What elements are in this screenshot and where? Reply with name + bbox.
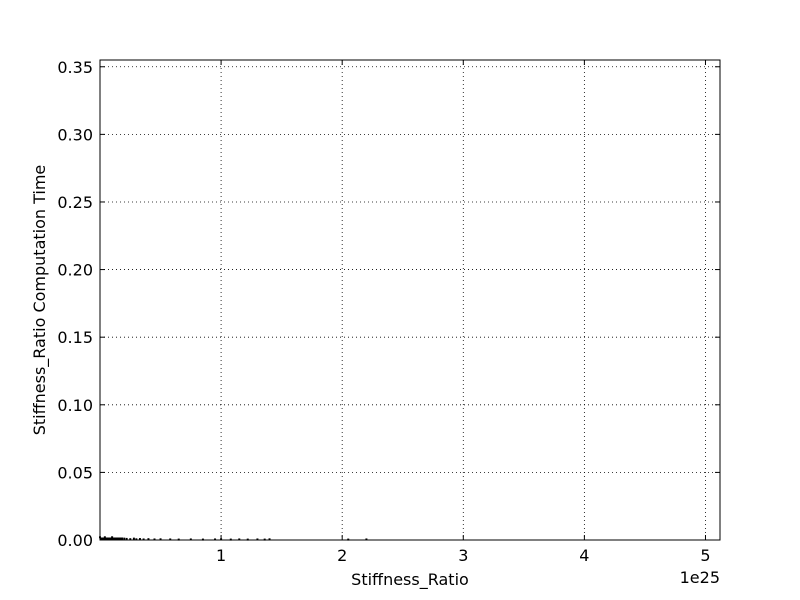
data-point [169, 538, 172, 541]
y-tick-label: 0.10 [57, 396, 93, 415]
data-point [109, 537, 111, 540]
data-point [118, 537, 120, 540]
x-tick-label: 3 [458, 546, 468, 565]
plot-frame [99, 59, 721, 541]
x-tick-label: 5 [700, 546, 710, 565]
data-point [112, 537, 114, 540]
data-point [132, 537, 135, 540]
x-offset-label: 1e25 [680, 568, 720, 587]
y-tick-label: 0.05 [57, 463, 93, 482]
data-point [106, 537, 108, 540]
x-tick-label: 2 [337, 546, 347, 565]
data-point [101, 537, 104, 540]
y-tick-label: 0.25 [57, 193, 93, 212]
data-point [189, 538, 192, 541]
x-tick-label: 1 [216, 546, 226, 565]
data-point [147, 538, 150, 541]
data-point [100, 537, 102, 540]
data-point [138, 538, 141, 541]
data-point [256, 538, 259, 541]
ticks: 1 2 3 4 5 0.00 0.05 0.10 0.15 0.20 0.25 0.30 0.35 [57, 58, 720, 565]
data-point [135, 538, 138, 541]
data-point [268, 538, 271, 541]
data-point [214, 538, 217, 541]
data-point [119, 537, 122, 540]
data-point [116, 537, 119, 540]
data-point [159, 538, 162, 541]
data-point [129, 538, 132, 541]
data-point [365, 538, 368, 541]
y-tick-label: 0.35 [57, 58, 93, 77]
data-point [111, 536, 114, 539]
data-point [125, 537, 128, 540]
y-axis-label: Stiffness_Ratio Computation Time [30, 165, 50, 436]
data-point [121, 537, 123, 540]
data-point [103, 537, 105, 540]
x-axis-label: Stiffness_Ratio [351, 570, 469, 590]
data-point [110, 537, 113, 540]
y-tick-label: 0.20 [57, 261, 93, 280]
data-point [115, 537, 117, 540]
data-point [104, 537, 107, 540]
y-tick-label: 0.30 [57, 125, 93, 144]
y-tick-label: 0.15 [57, 328, 93, 347]
data-point [238, 538, 241, 541]
y-tick-label: 0.00 [57, 531, 93, 550]
data-point [103, 536, 106, 539]
data-point [113, 537, 116, 540]
data-point [107, 537, 110, 540]
data-point [123, 537, 126, 540]
data-point [142, 538, 145, 541]
x-tick-label: 4 [579, 546, 589, 565]
data-point [153, 538, 156, 541]
